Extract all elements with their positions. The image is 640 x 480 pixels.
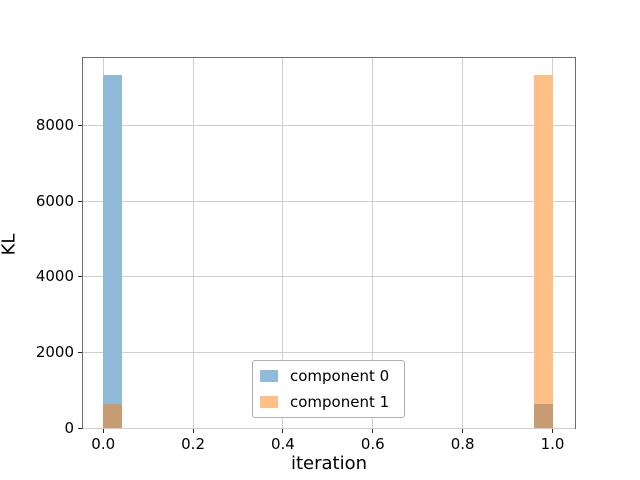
legend-swatch-component-0-icon [260, 370, 278, 382]
gridline-y [83, 427, 575, 429]
gridline-y [83, 351, 575, 353]
gridline-x [282, 58, 284, 428]
legend: component 0 component 1 [252, 360, 405, 418]
x-tick-mark [552, 429, 554, 433]
y-tick-mark [78, 351, 82, 353]
x-tick-label: 0.0 [91, 435, 116, 453]
y-tick-mark [78, 276, 82, 278]
histogram-bar [103, 74, 122, 428]
x-tick-label: 0.8 [450, 435, 475, 453]
gridline-y [83, 125, 575, 127]
x-tick-mark [282, 429, 284, 433]
x-tick-mark [102, 429, 104, 433]
y-tick-label: 6000 [35, 191, 74, 210]
x-tick-mark [462, 429, 464, 433]
x-tick-mark [372, 429, 374, 433]
x-tick-label: 0.6 [360, 435, 385, 453]
x-tick-label: 1.0 [540, 435, 565, 453]
legend-label-component-1: component 1 [290, 393, 390, 411]
histogram-bar [533, 74, 553, 428]
x-axis-label: iteration [290, 453, 368, 474]
y-axis-label: KL [0, 233, 20, 256]
y-tick-label: 4000 [35, 267, 74, 286]
x-tick-mark [192, 429, 194, 433]
y-tick-mark [78, 125, 82, 127]
legend-item-component-0: component 0 [260, 366, 396, 386]
y-tick-mark [78, 200, 82, 202]
gridline-y [83, 276, 575, 278]
y-tick-label: 8000 [35, 116, 74, 135]
gridline-x [372, 58, 374, 428]
legend-swatch-component-1-icon [260, 396, 278, 408]
x-tick-label: 0.2 [181, 435, 205, 453]
y-tick-mark [78, 427, 82, 429]
legend-label-component-0: component 0 [290, 367, 390, 385]
gridline-x [462, 58, 464, 428]
y-tick-label: 2000 [35, 342, 74, 361]
gridline-x [552, 58, 554, 428]
gridline-x [192, 58, 194, 428]
histogram-bar-overlap [103, 404, 122, 428]
gridline-y [83, 200, 575, 202]
histogram-bar-overlap [533, 404, 553, 428]
legend-item-component-1: component 1 [260, 392, 396, 412]
y-tick-label: 0 [64, 418, 74, 437]
x-tick-label: 0.4 [271, 435, 295, 453]
